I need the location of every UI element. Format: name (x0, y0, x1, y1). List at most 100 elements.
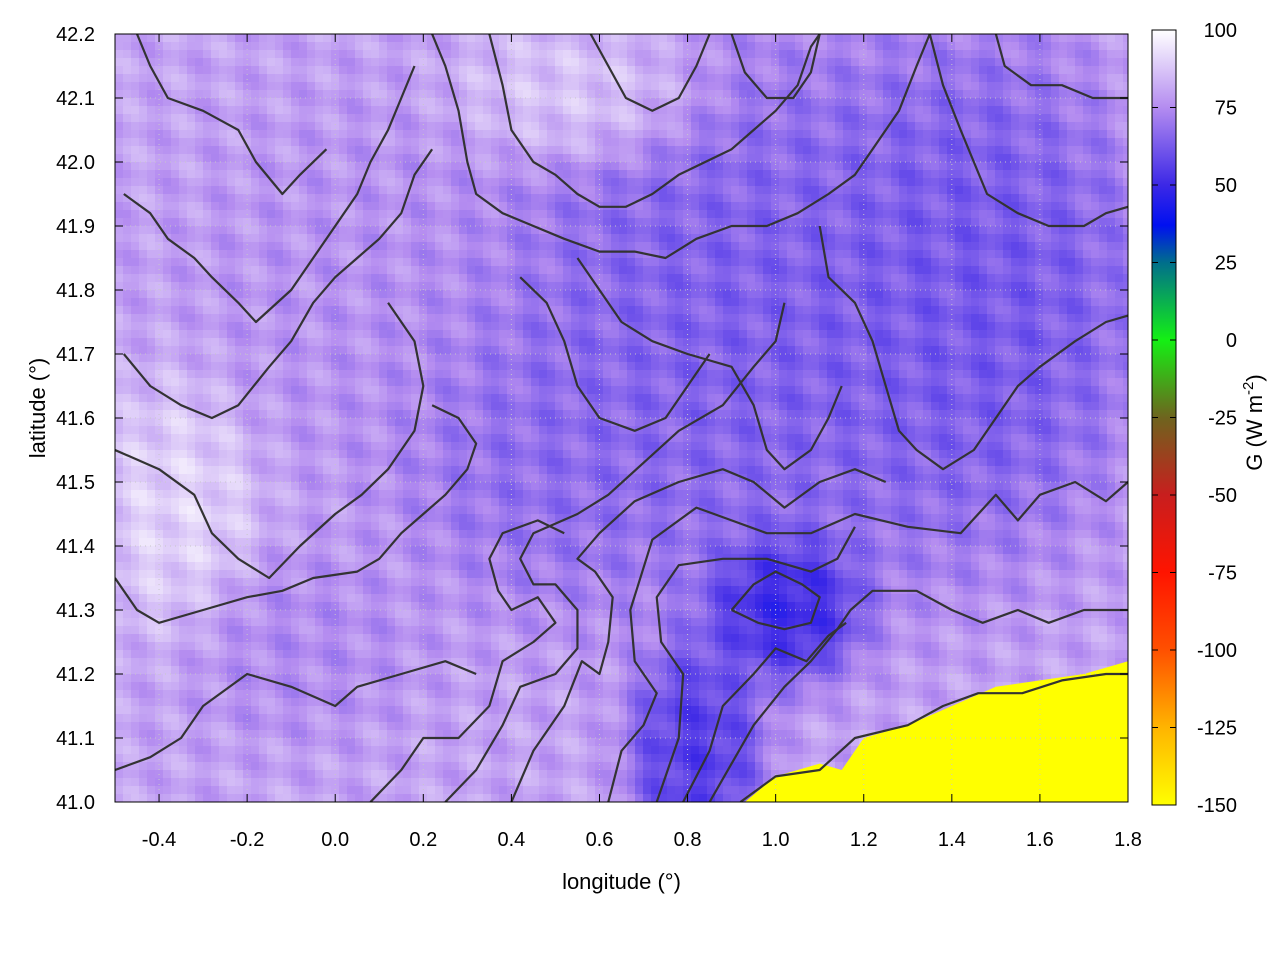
heat-cell (307, 346, 315, 354)
heat-cell (827, 298, 835, 306)
heat-cell (963, 82, 971, 90)
heat-cell (971, 58, 979, 66)
heat-cell (955, 306, 963, 314)
heat-cell (211, 58, 219, 66)
heat-cell (1107, 314, 1115, 322)
heat-cell (707, 178, 715, 186)
heat-cell (1099, 138, 1107, 146)
heat-cell (131, 146, 139, 154)
heat-cell (899, 34, 907, 42)
heat-cell (379, 226, 387, 234)
heat-cell (1019, 154, 1027, 162)
heat-cell (539, 130, 547, 138)
heat-cell (691, 226, 699, 234)
heat-cell (659, 170, 667, 178)
heat-cell (699, 282, 707, 290)
heat-cell (235, 42, 243, 50)
heat-cell (1011, 234, 1019, 242)
heat-cell (139, 242, 147, 250)
heat-cell (827, 122, 835, 130)
heat-cell (667, 314, 675, 322)
heat-cell (259, 330, 267, 338)
heat-cell (595, 322, 603, 330)
heat-cell (227, 298, 235, 306)
heat-cell (403, 98, 411, 106)
heat-cell (179, 170, 187, 178)
heat-cell (579, 98, 587, 106)
heat-cell (307, 146, 315, 154)
heat-cell (283, 122, 291, 130)
heat-cell (155, 322, 163, 330)
heat-cell (619, 210, 627, 218)
heat-cell (851, 290, 859, 298)
heat-cell (403, 170, 411, 178)
heat-cell (603, 218, 611, 226)
heat-cell (403, 90, 411, 98)
heat-cell (243, 282, 251, 290)
heat-cell (187, 178, 195, 186)
heat-cell (923, 282, 931, 290)
heat-cell (531, 202, 539, 210)
heat-cell (611, 242, 619, 250)
heat-cell (859, 290, 867, 298)
heat-cell (851, 58, 859, 66)
heat-cell (243, 98, 251, 106)
heat-cell (731, 114, 739, 122)
heat-cell (1107, 82, 1115, 90)
heat-cell (363, 98, 371, 106)
heat-cell (1091, 250, 1099, 258)
heat-cell (1107, 178, 1115, 186)
heat-cell (1011, 106, 1019, 114)
heat-cell (475, 130, 483, 138)
heat-cell (235, 170, 243, 178)
heat-cell (355, 66, 363, 74)
heat-cell (995, 186, 1003, 194)
heat-cell (147, 114, 155, 122)
heat-cell (307, 114, 315, 122)
heat-cell (715, 178, 723, 186)
heat-cell (811, 234, 819, 242)
heat-cell (827, 306, 835, 314)
heat-cell (1123, 98, 1128, 106)
heat-cell (819, 202, 827, 210)
heat-cell (811, 242, 819, 250)
heat-cell (635, 226, 643, 234)
heat-cell (1099, 338, 1107, 346)
heat-cell (747, 242, 755, 250)
heat-cell (1027, 330, 1035, 338)
heat-cell (443, 178, 451, 186)
heat-cell (883, 298, 891, 306)
heat-cell (1043, 58, 1051, 66)
heat-cell (627, 98, 635, 106)
heat-cell (867, 138, 875, 146)
heat-cell (835, 266, 843, 274)
heat-cell (587, 138, 595, 146)
heat-cell (971, 122, 979, 130)
heat-cell (1059, 282, 1067, 290)
heat-cell (571, 162, 579, 170)
heat-cell (147, 298, 155, 306)
heat-cell (475, 114, 483, 122)
heat-cell (851, 282, 859, 290)
heat-cell (995, 106, 1003, 114)
heat-cell (259, 210, 267, 218)
heat-cell (1011, 282, 1019, 290)
heat-cell (715, 258, 723, 266)
heat-cell (307, 290, 315, 298)
heat-cell (779, 274, 787, 282)
heat-cell (1123, 42, 1128, 50)
heat-cell (883, 266, 891, 274)
heat-cell (859, 42, 867, 50)
heat-cell (1075, 146, 1083, 154)
heat-cell (827, 234, 835, 242)
heat-cell (1019, 266, 1027, 274)
heat-cell (499, 266, 507, 274)
heat-cell (1115, 146, 1123, 154)
heat-cell (987, 314, 995, 322)
heat-cell (1115, 234, 1123, 242)
heat-cell (979, 306, 987, 314)
heat-cell (739, 106, 747, 114)
heat-cell (979, 226, 987, 234)
heat-cell (307, 274, 315, 282)
heat-cell (139, 218, 147, 226)
